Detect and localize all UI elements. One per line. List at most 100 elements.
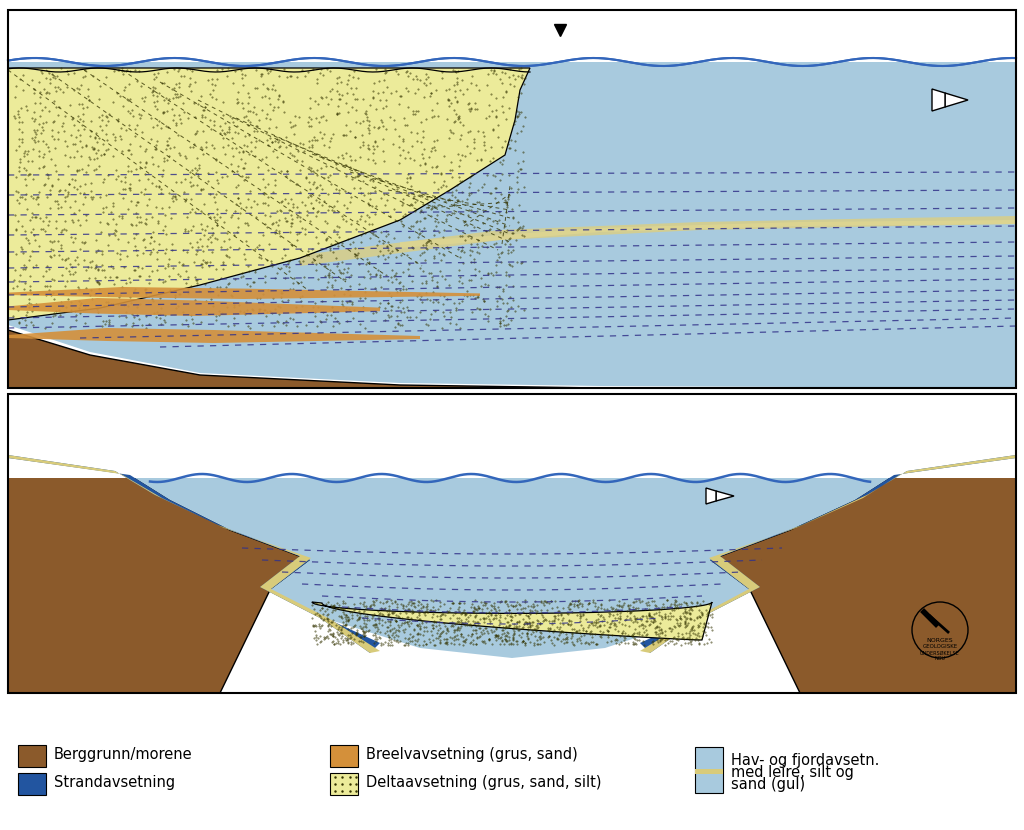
Point <box>337 610 353 623</box>
Point <box>176 224 193 237</box>
Point <box>351 168 368 182</box>
Point <box>179 287 196 300</box>
Point <box>161 149 177 163</box>
Point <box>568 625 585 638</box>
Point <box>505 632 521 645</box>
Point <box>180 270 197 283</box>
Point <box>670 629 686 642</box>
Point <box>148 89 165 102</box>
Point <box>382 623 398 637</box>
Point <box>625 603 641 617</box>
Point <box>683 622 699 636</box>
Point <box>384 300 400 313</box>
Point <box>356 626 373 639</box>
Point <box>335 615 351 628</box>
Point <box>312 248 329 261</box>
Point <box>188 163 205 176</box>
Point <box>352 611 369 624</box>
Point <box>524 626 541 639</box>
Point <box>389 633 406 647</box>
Point <box>329 71 345 85</box>
Point <box>316 139 333 152</box>
Point <box>439 113 456 126</box>
Point <box>458 608 474 622</box>
Point <box>399 172 416 185</box>
Point <box>653 622 670 636</box>
Point <box>639 627 655 640</box>
Point <box>588 615 604 628</box>
Point <box>126 263 142 276</box>
Point <box>302 101 318 115</box>
Point <box>679 618 695 632</box>
Point <box>16 313 33 326</box>
Polygon shape <box>716 491 734 501</box>
Point <box>152 291 168 305</box>
Point <box>415 638 431 652</box>
Point <box>473 181 489 194</box>
Point <box>522 627 539 641</box>
Point <box>47 71 63 85</box>
Point <box>617 631 634 644</box>
Point <box>336 287 352 300</box>
Point <box>383 613 399 626</box>
Point <box>526 603 543 617</box>
Point <box>579 624 595 637</box>
Point <box>255 304 271 317</box>
Point <box>496 637 512 651</box>
Point <box>505 628 521 642</box>
Point <box>500 626 516 639</box>
Point <box>173 116 189 129</box>
Point <box>426 134 442 148</box>
Point <box>602 618 618 631</box>
Point <box>358 617 375 630</box>
Point <box>643 610 659 623</box>
Point <box>388 628 404 642</box>
Point <box>315 613 332 627</box>
Point <box>468 608 484 622</box>
Point <box>433 321 450 334</box>
Point <box>188 273 205 286</box>
Point <box>357 257 374 271</box>
Point <box>466 600 482 613</box>
Point <box>450 603 466 616</box>
Point <box>159 105 175 118</box>
Point <box>354 598 371 611</box>
Point <box>211 126 227 139</box>
Point <box>27 112 43 125</box>
Point <box>498 113 514 126</box>
Point <box>435 174 452 188</box>
Point <box>371 631 387 644</box>
Point <box>423 86 439 100</box>
Point <box>202 87 218 100</box>
Point <box>308 163 325 176</box>
Point <box>242 184 258 198</box>
Point <box>387 64 403 77</box>
Point <box>252 251 268 264</box>
Point <box>518 616 535 629</box>
Point <box>259 190 275 203</box>
Point <box>483 637 500 650</box>
Point <box>536 613 552 626</box>
Point <box>414 276 430 290</box>
Point <box>544 618 560 631</box>
Point <box>249 119 265 132</box>
Point <box>465 623 481 637</box>
Point <box>498 594 514 608</box>
Point <box>389 598 406 611</box>
Point <box>691 637 708 650</box>
Point <box>423 603 439 617</box>
Point <box>347 92 364 105</box>
Point <box>462 600 478 613</box>
Point <box>506 80 522 93</box>
Point <box>683 602 699 615</box>
Point <box>568 634 585 647</box>
Point <box>331 71 347 84</box>
Point <box>512 256 528 270</box>
Point <box>292 214 308 227</box>
Point <box>166 62 182 76</box>
Point <box>379 309 395 322</box>
Point <box>26 172 42 185</box>
Point <box>203 236 219 249</box>
Point <box>408 70 424 83</box>
Point <box>390 610 407 623</box>
